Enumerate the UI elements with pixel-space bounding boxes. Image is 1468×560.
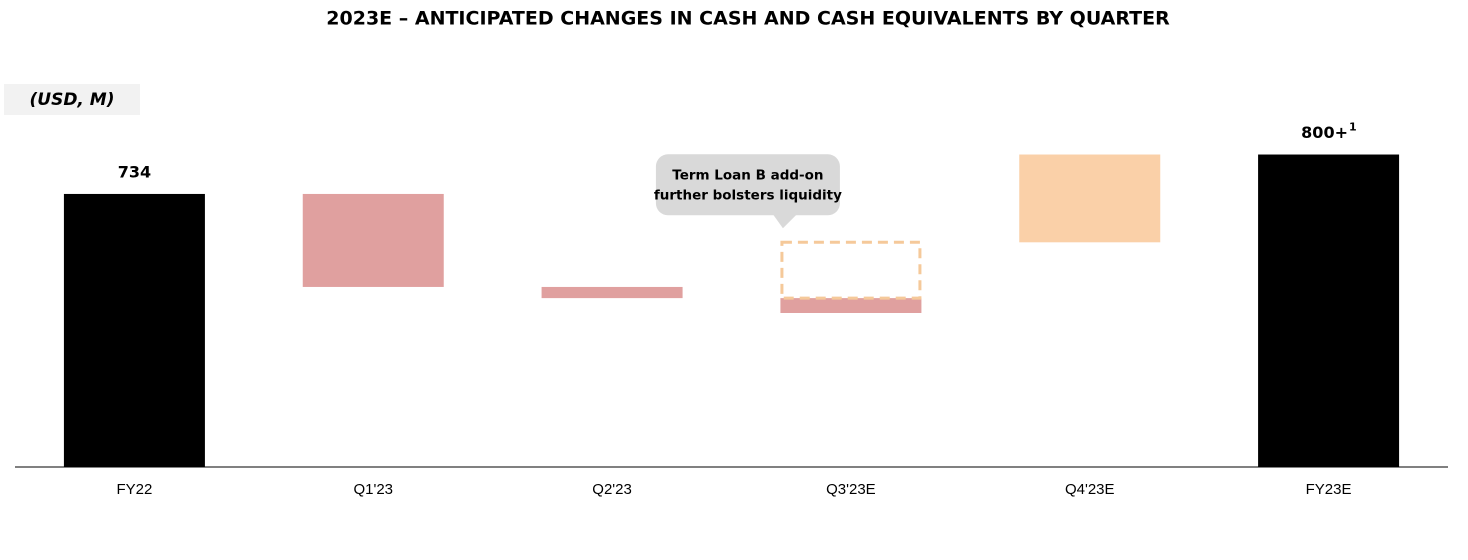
unit-label-box [4,84,140,115]
x-tick-label: FY23E [1306,481,1352,498]
callout-text: Term Loan B add-on [672,167,823,183]
value-label: 800+ [1301,123,1348,142]
callout-pointer [772,214,797,229]
bar-addon [780,240,922,300]
bar-total [63,193,205,467]
chart-title: 2023E – ANTICIPATED CHANGES IN CASH AND … [326,8,1170,30]
bar-increase [1019,154,1161,243]
x-tick-label: Q1'23 [353,481,393,498]
unit-label: (USD, M) [30,90,115,110]
label-superscript: 1 [1349,121,1357,134]
callout-text: further bolsters liquidity [654,187,842,203]
x-tick-label: FY22 [116,481,152,498]
bar-total [1258,154,1400,467]
bar-decrease [541,286,683,299]
value-label: 734 [118,162,151,181]
x-tick-label: Q3'23E [826,481,876,498]
x-tick-label: Q2'23 [592,481,632,498]
bar-decrease [302,193,444,287]
x-tick-label: Q4'23E [1065,481,1115,498]
callout-box [655,154,840,216]
bar-decrease [780,298,922,313]
